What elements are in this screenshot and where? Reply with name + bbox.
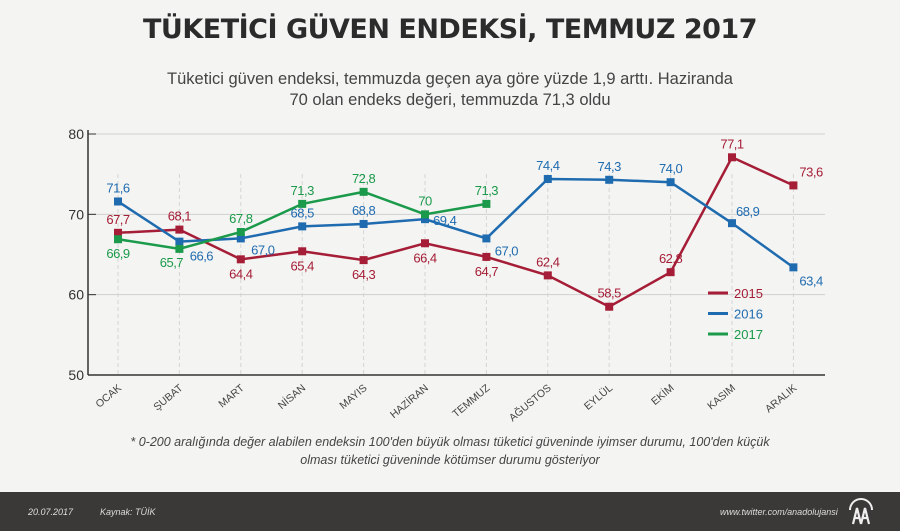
data-label-2016: 66,6 [190,249,214,264]
x-tick-label: TEMMUZ [450,382,493,420]
data-label-2016: 67,0 [495,243,519,258]
data-label-2016: 69,4 [433,213,457,228]
x-tick-label: ŞUBAT [151,382,185,414]
data-label-2015: 64,7 [475,264,499,279]
data-label-2017: 66,9 [106,246,130,261]
data-point-2017 [359,187,368,196]
x-tick-label: KASIM [705,382,738,412]
data-point-2015 [421,239,429,248]
data-label-2016: 67,0 [251,242,275,257]
data-label-2015: 58,5 [598,286,622,301]
data-point-2015 [728,153,736,162]
data-point-2016 [236,234,245,243]
footnote-line-1: * 0-200 aralığında değer alabilen endeks… [130,435,770,449]
legend-label-2016: 2016 [734,307,763,322]
data-label-2017: 71,3 [475,183,499,198]
data-point-2015 [298,247,307,256]
data-label-2015: 77,1 [720,136,744,151]
subtitle: Tüketici güven endeksi, temmuzda geçen a… [150,69,750,111]
aa-logo-icon [849,498,873,525]
data-point-2017 [421,210,429,219]
footnote: * 0-200 aralığında değer alabilen endeks… [100,433,800,469]
data-label-2016: 74,0 [659,161,683,176]
series-line-2016 [117,177,795,269]
x-tick-label: MAYIS [337,382,369,412]
data-point-2015 [236,255,245,264]
data-point-2017 [114,235,122,244]
twitter-link[interactable]: www.twitter.com/anadolujansi [720,507,838,517]
data-point-2015 [114,228,122,237]
series-line-2015 [117,155,794,309]
y-tick-label: 80 [68,126,84,142]
data-point-2016 [543,174,552,183]
data-point-2015 [482,252,491,261]
data-label-2016: 68,5 [291,205,315,220]
data-point-2017 [482,199,491,208]
data-label-2016: 68,9 [736,204,760,219]
data-label-2015: 64,3 [352,267,376,282]
data-label-2016: 74,4 [536,158,560,173]
x-tick-label: EKİM [649,381,677,407]
source: Kaynak: TÜİK [100,507,156,517]
data-label-2016: 71,6 [106,180,130,195]
footer-bar: 20.07.2017 Kaynak: TÜİK www.twitter.com/… [0,492,900,531]
data-point-2016 [421,215,429,224]
data-label-2015: 66,4 [413,250,437,265]
date: 20.07.2017 [28,507,74,517]
x-tick-label: HAZİRAN [387,381,431,421]
data-point-2016 [666,178,675,187]
data-point-2016 [175,237,184,246]
data-label-2015: 64,4 [229,266,253,281]
data-point-2015 [605,302,614,311]
subtitle-line-1: Tüketici güven endeksi, temmuzda geçen a… [167,70,733,88]
data-point-2016 [359,219,368,228]
data-point-2016 [605,175,614,184]
data-label-2017: 65,7 [160,255,184,270]
y-tick-label: 50 [68,367,84,383]
data-point-2015 [543,271,552,280]
legend-label-2015: 2015 [734,286,763,301]
footnote-line-2: olması tüketici güveninde kötümser durum… [300,453,600,467]
x-tick-label: OCAK [93,382,124,410]
data-label-2015: 68,1 [168,209,192,224]
data-label-2017: 72,8 [352,171,376,186]
y-tick-label: 60 [68,287,84,303]
data-point-2016 [298,222,307,231]
data-label-2016: 63,4 [799,273,823,288]
data-label-2015: 73,6 [799,164,823,179]
data-label-2016: 74,3 [598,159,622,174]
x-tick-label: ARALIK [763,382,799,415]
data-point-2017 [298,199,307,208]
data-label-2016: 68,8 [352,203,376,218]
data-point-2015 [666,268,675,277]
line-chart: 50 60 70 80 OCAK ŞUBAT MART NİSAN MAYIS HAZİRAN TE… [68,126,825,424]
data-point-2016 [728,219,736,228]
x-tick-label: EYLÜL [582,382,615,413]
data-label-2015: 65,4 [291,258,315,273]
data-label-2015: 67,7 [106,212,130,227]
data-point-2017 [236,228,245,237]
legend-label-2017: 2017 [734,327,763,342]
data-point-2015 [789,181,798,190]
data-point-2017 [175,244,184,253]
subtitle-line-2: 70 olan endeks değeri, temmuzda 71,3 old… [289,91,611,109]
y-tick-label: 70 [68,206,84,222]
data-point-2016 [482,234,491,243]
page-title: TÜKETİCİ GÜVEN ENDEKSİ, TEMMUZ 2017 [143,14,757,45]
x-tick-label: MART [216,382,247,411]
data-label-2017: 67,8 [229,211,253,226]
data-point-2015 [359,256,368,265]
data-label-2015: 62,4 [536,254,560,269]
data-point-2015 [175,225,184,234]
data-label-2017: 70 [418,193,432,208]
data-point-2016 [789,263,798,272]
x-tick-label: NİSAN [275,381,308,412]
data-label-2015: 62,8 [659,251,683,266]
data-point-2016 [114,197,122,206]
x-tick-label: AĞUSTOS [506,381,554,424]
data-label-2017: 71,3 [291,183,315,198]
